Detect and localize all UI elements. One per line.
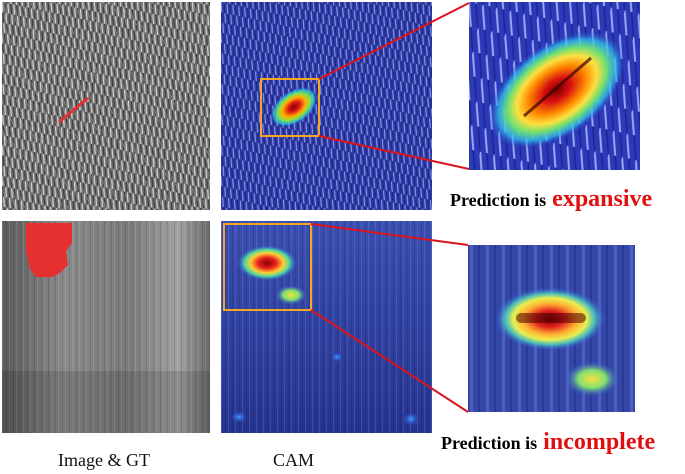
prediction-lead-text: Prediction is (450, 190, 547, 210)
metal-zoom-view (468, 245, 635, 412)
caption-cam: CAM (273, 450, 315, 470)
metal-cam (221, 221, 432, 433)
fabric-image-gt (2, 2, 210, 210)
prediction-expansive-text: expansive (552, 186, 653, 212)
caption-image-gt: Image & GT (58, 450, 150, 470)
fabric-cam (221, 2, 432, 210)
fabric-zoom-view (469, 2, 640, 170)
prediction-label-row2: Prediction is incomplete (441, 429, 655, 456)
metal-image-gt (2, 221, 210, 433)
gt-defect-mask (26, 223, 72, 277)
prediction-label-row1: Prediction is expansive (450, 186, 652, 213)
prediction-incomplete-text: incomplete (543, 429, 656, 455)
prediction-lead-text: Prediction is (441, 433, 538, 453)
gt-defect-line (58, 96, 89, 124)
